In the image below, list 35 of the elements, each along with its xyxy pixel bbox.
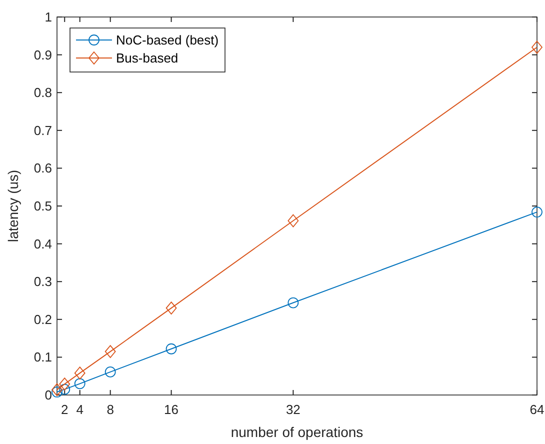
point xyxy=(532,206,542,218)
x-tick-label: 4 xyxy=(76,402,84,417)
x-tick-label: 32 xyxy=(286,402,300,417)
point xyxy=(52,386,62,398)
y-tick-label: 0 xyxy=(44,388,52,402)
legend-label: Bus-based xyxy=(116,50,178,66)
point xyxy=(52,383,62,396)
x-tick-label: 8 xyxy=(106,402,114,417)
y-tick-label: 0.6 xyxy=(34,160,52,176)
point xyxy=(288,214,299,228)
y-tick-label: 1 xyxy=(44,10,52,24)
point xyxy=(59,378,70,390)
point xyxy=(288,297,299,308)
point xyxy=(104,366,116,378)
y-tick-label: 0.2 xyxy=(34,312,52,327)
y-tick-label: 0.5 xyxy=(34,198,52,214)
point xyxy=(74,378,86,390)
y-tick-label: 0.3 xyxy=(34,274,52,290)
point xyxy=(74,366,86,380)
y-tick-label: 0.9 xyxy=(34,47,52,62)
x-tick-label: 2 xyxy=(61,402,68,417)
y-tick-label: 0.4 xyxy=(34,236,52,252)
y-axis-title: latency (us) xyxy=(5,170,21,242)
x-tick-label: 16 xyxy=(164,402,179,417)
legend-label: NoC-based (best) xyxy=(116,32,219,48)
x-tick-label: 64 xyxy=(530,402,544,417)
point xyxy=(166,343,177,354)
point xyxy=(532,40,542,54)
x-axis-title: number of operations xyxy=(230,424,364,440)
y-tick-label: 0.7 xyxy=(34,122,52,138)
point xyxy=(166,302,177,315)
point xyxy=(59,384,70,395)
point xyxy=(104,345,116,358)
y-tick-label: 0.1 xyxy=(34,350,52,365)
y-tick-label: 0.8 xyxy=(34,85,52,100)
